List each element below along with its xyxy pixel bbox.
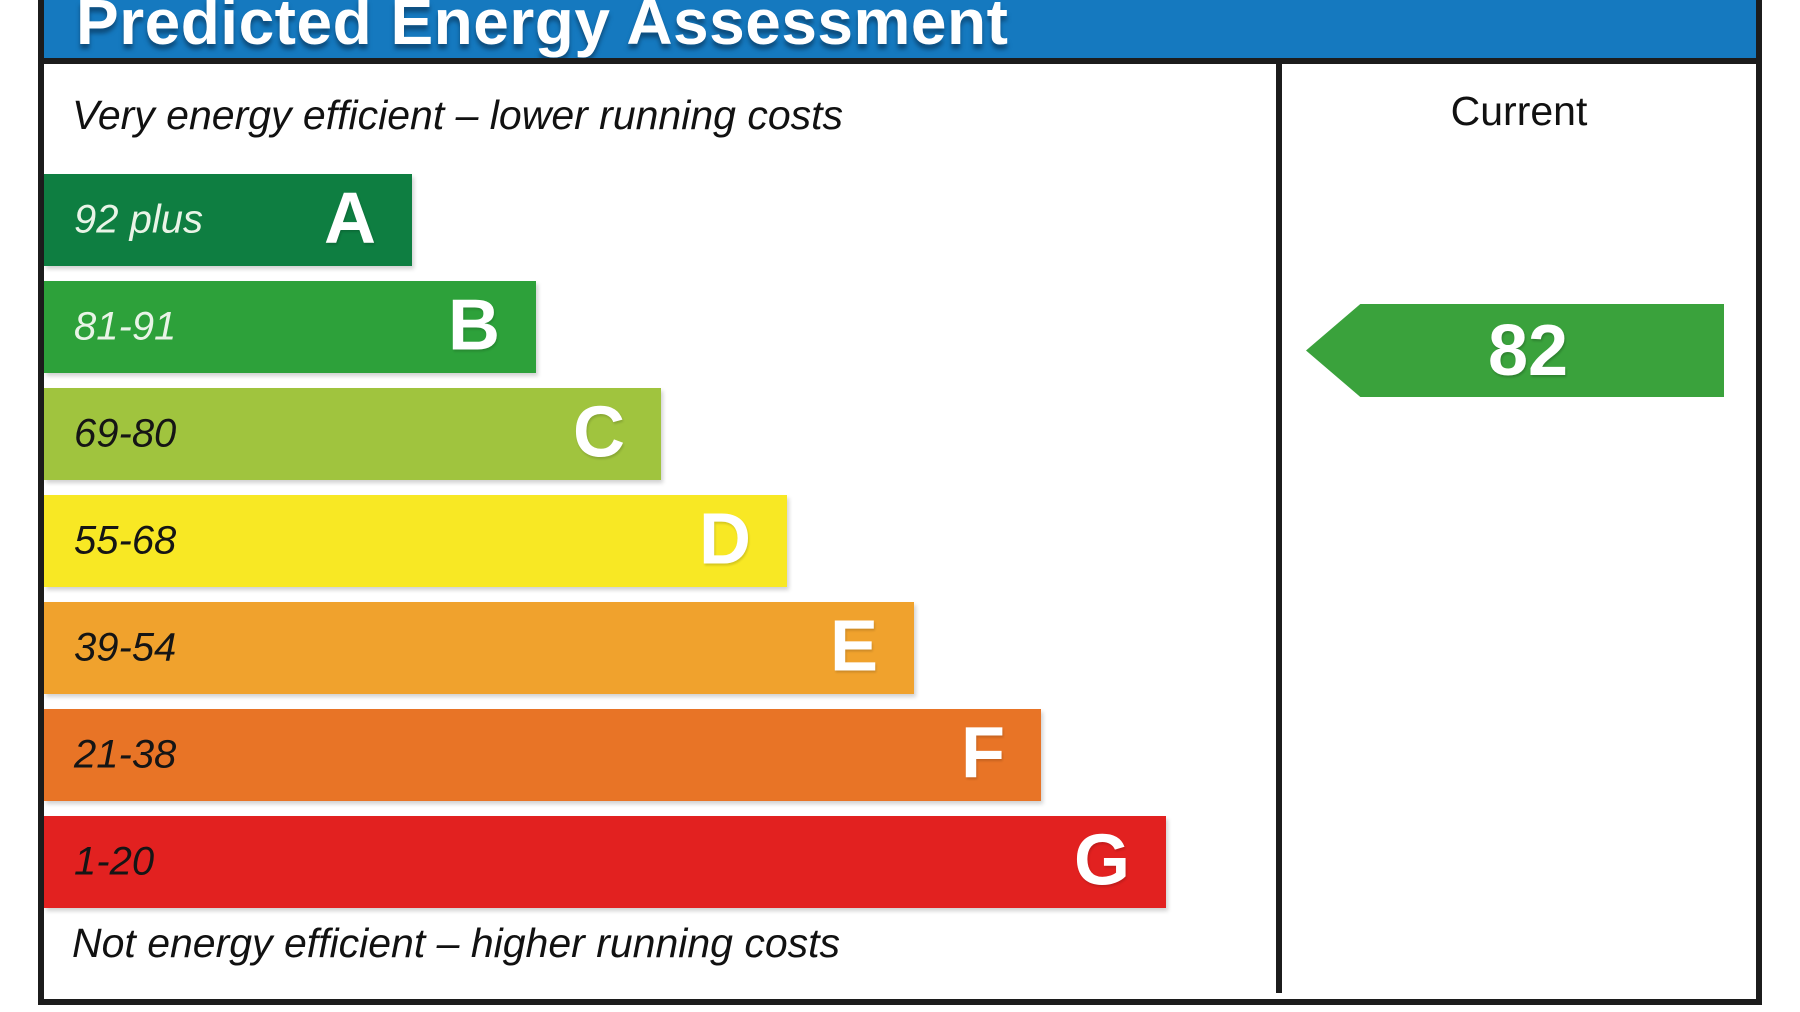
epc-certificate: Predicted Energy Assessment Very energy …: [38, 0, 1762, 1005]
bottom-caption: Not energy efficient – higher running co…: [72, 920, 841, 966]
band-range-label: 92 plus: [74, 197, 203, 242]
band-range-label: 1-20: [74, 839, 155, 884]
band-letter: C: [573, 392, 625, 473]
band-range-label: 81-91: [74, 304, 177, 349]
current-rating-panel: Current 82: [1282, 64, 1756, 993]
band-letter: D: [699, 499, 751, 580]
band-letter: G: [1073, 820, 1130, 901]
band-letter: F: [961, 713, 1005, 794]
band-letter: A: [324, 178, 376, 259]
band-row-a: 92 plus A: [44, 174, 412, 266]
top-caption: Very energy efficient – lower running co…: [72, 92, 844, 138]
current-column-header: Current: [1450, 88, 1588, 134]
title-bar: Predicted Energy Assessment: [44, 0, 1756, 64]
current-rating-arrow-icon: 82: [1306, 304, 1724, 397]
band-row-d: 55-68 D: [44, 495, 787, 587]
current-rating-value: 82: [1487, 310, 1569, 391]
band-letter: B: [448, 285, 500, 366]
band-row-b: 81-91 B: [44, 281, 536, 373]
band-letter: E: [829, 606, 878, 687]
page-title: Predicted Energy Assessment: [76, 0, 1009, 58]
band-row-c: 69-80 C: [44, 388, 661, 480]
band-row-g: 1-20 G: [44, 816, 1166, 908]
certificate-body: Very energy efficient – lower running co…: [44, 64, 1756, 993]
rating-bands: 92 plus A 81-91 B 69-80 C 55-68 D 39-54: [44, 174, 1166, 923]
band-range-label: 39-54: [74, 625, 177, 670]
band-row-e: 39-54 E: [44, 602, 914, 694]
band-row-f: 21-38 F: [44, 709, 1041, 801]
rating-scale-panel: Very energy efficient – lower running co…: [44, 64, 1282, 993]
band-range-label: 55-68: [74, 518, 177, 563]
band-range-label: 21-38: [74, 732, 177, 777]
band-range-label: 69-80: [74, 411, 177, 456]
